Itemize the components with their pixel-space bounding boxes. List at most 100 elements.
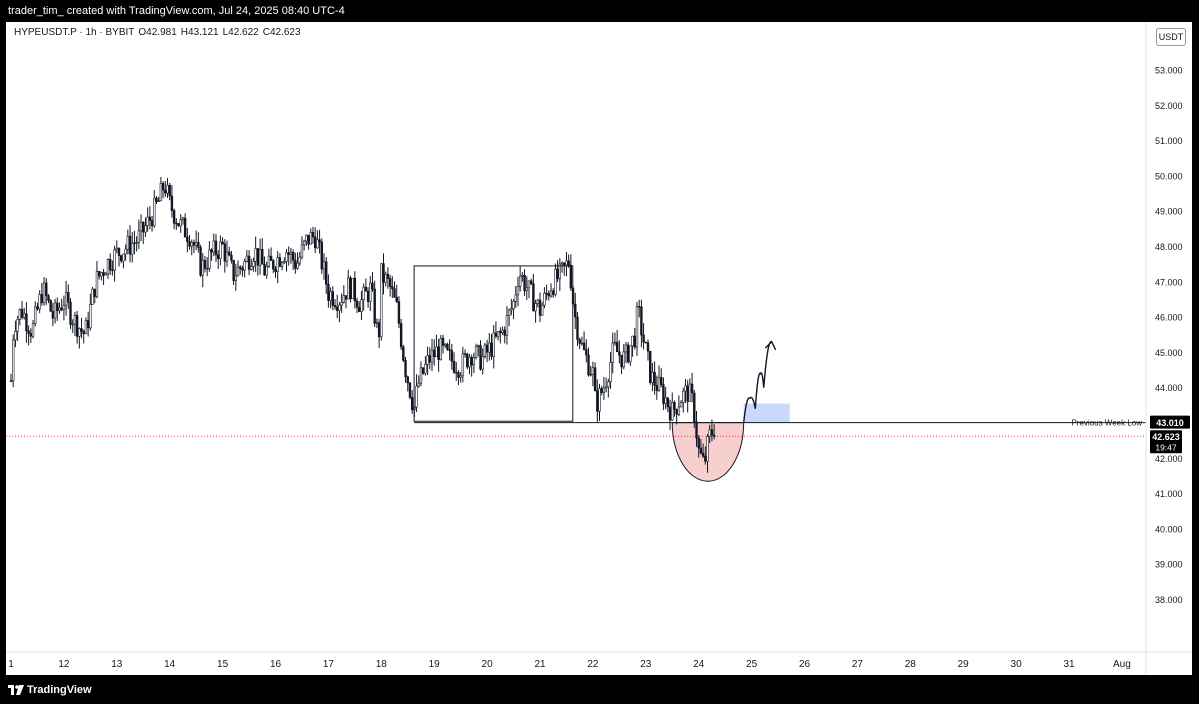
candle-body [56, 302, 59, 311]
candle [236, 260, 240, 277]
tradingview-logo[interactable]: TradingView [8, 684, 92, 696]
candle-body [71, 323, 74, 326]
candle [280, 260, 284, 271]
candle-body [305, 234, 308, 242]
candle [159, 177, 163, 202]
candle-body [336, 306, 339, 311]
candle [435, 334, 438, 358]
candle-body [549, 290, 553, 297]
candle-body [104, 273, 107, 276]
price-chart[interactable]: Previous Week Low 38.000 39.000 40.000 41.0… [6, 22, 1192, 675]
candle [536, 298, 539, 308]
chart-frame[interactable]: Previous Week Low 38.000 39.000 40.000 41.0… [6, 22, 1192, 675]
x-tick-label: 22 [587, 659, 599, 670]
candle [679, 400, 683, 408]
candle [428, 347, 431, 370]
candle-body [78, 328, 81, 337]
candle [490, 333, 493, 360]
x-tick-label: 14 [164, 659, 176, 670]
candle [25, 302, 28, 343]
candle-body [144, 225, 147, 233]
candle [662, 377, 665, 411]
candle [201, 253, 204, 288]
candle [305, 234, 308, 246]
candle [430, 338, 434, 372]
candle [216, 250, 220, 269]
candle [426, 346, 429, 376]
candle [664, 386, 667, 410]
candle-body [373, 288, 376, 324]
y-tick-label: 52.000 [1155, 101, 1183, 111]
candle-body [197, 241, 200, 248]
candle [73, 312, 77, 336]
candle [563, 262, 566, 276]
candle-body [353, 277, 357, 302]
x-tick-label: 17 [323, 659, 335, 670]
candle [629, 345, 632, 367]
candle [450, 343, 454, 370]
candle-body [615, 341, 619, 353]
candle-body [503, 329, 506, 336]
candle-body [80, 328, 83, 332]
candle-body [516, 286, 520, 296]
candle [474, 343, 478, 360]
candle-body [538, 299, 542, 316]
candle [362, 283, 365, 311]
candle-body [593, 367, 597, 391]
candle-body [254, 248, 257, 262]
candle-body [73, 315, 77, 325]
candle [155, 196, 158, 205]
candle [642, 323, 645, 350]
candle [626, 342, 630, 364]
candle [488, 333, 491, 361]
candle-countdown: 19:47 [1155, 442, 1177, 452]
candle [340, 293, 343, 313]
candle-body [688, 383, 692, 402]
candle-body [483, 344, 487, 357]
candle [269, 247, 273, 261]
candle [576, 312, 579, 347]
candle [177, 223, 180, 227]
candle [391, 276, 394, 298]
candle-body [466, 353, 469, 368]
candle-body [408, 382, 412, 398]
currency-button[interactable]: USDT [1156, 28, 1186, 46]
candle [446, 342, 449, 351]
candle-body [287, 252, 290, 255]
candle-body [529, 280, 533, 284]
candle-body [569, 264, 573, 289]
candle [36, 302, 39, 311]
candle [388, 274, 392, 297]
candle [444, 343, 447, 348]
candle [93, 288, 96, 304]
candle-body [175, 222, 178, 225]
candle-body [36, 306, 39, 310]
candle-body [331, 291, 335, 306]
candle-body [29, 333, 33, 337]
candle-body [278, 257, 282, 267]
candle [245, 249, 249, 263]
candle [697, 435, 700, 458]
candle-body [221, 241, 224, 245]
candle-body [477, 345, 480, 347]
projection-path [742, 340, 773, 423]
candle [197, 232, 200, 253]
y-tick-label: 49.000 [1155, 207, 1183, 217]
candle-body [514, 294, 517, 302]
candle-body [298, 256, 301, 264]
candle-body [49, 300, 52, 312]
candle-body [536, 299, 539, 304]
candle-body [84, 320, 88, 335]
candle-body [38, 294, 41, 310]
candle [311, 226, 315, 244]
candle-body [602, 387, 606, 393]
candle [556, 260, 559, 283]
legend-low: L42.622 [222, 27, 259, 38]
candle-body [604, 386, 608, 389]
candle-body [492, 332, 495, 357]
candle [82, 329, 85, 344]
candle [212, 233, 215, 257]
candle-body [203, 260, 207, 269]
candle-body [382, 263, 385, 283]
candle [501, 326, 504, 335]
